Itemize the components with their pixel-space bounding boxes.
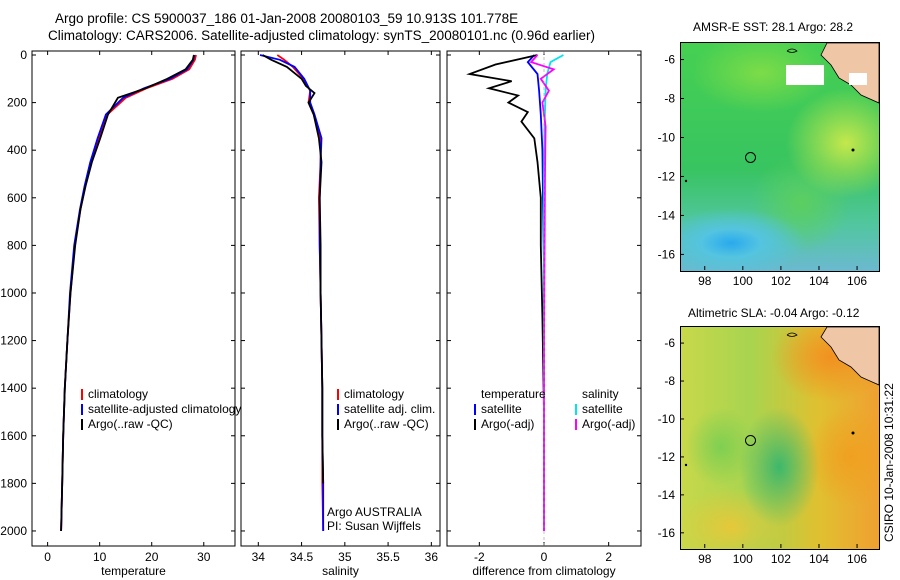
sst-cloud-gap (849, 73, 867, 85)
depth-tick-label: 1200 (0, 334, 27, 348)
depth-tick-label: 600 (7, 191, 27, 205)
sla_map-xtick-label: 106 (847, 552, 867, 566)
sst-island (684, 179, 688, 183)
sst-coast-detail (786, 48, 798, 53)
temperature-xtick-label: 30 (197, 550, 211, 564)
salinity-xtick-label: 34.5 (290, 550, 314, 564)
depth-tick-label: 400 (7, 143, 27, 157)
sst_map-xtick-label: 100 (733, 274, 753, 288)
temperature-axes-frame (31, 50, 236, 547)
salinity-legend-label: satellite adj. clim. (344, 402, 435, 416)
temperature-series-argo-raw-qc- (60, 54, 195, 532)
sst_map-ytick-label: -12 (658, 169, 676, 183)
sla_map-xtick-label: 104 (809, 552, 829, 566)
sla_map-ytick-label: -14 (658, 488, 676, 502)
sla_map-ytick-label: -6 (664, 336, 675, 350)
difference-legend-label: temperature (481, 387, 546, 401)
difference-xtick-label: -2 (474, 550, 485, 564)
salinity-series-satellite-adj-clim- (259, 54, 325, 531)
temperature-legend-label: Argo(..raw -QC) (88, 417, 173, 431)
difference-xtick-label: 2 (605, 550, 612, 564)
difference-legend-label: satellite (582, 402, 623, 416)
depth-tick-label: 1600 (0, 429, 27, 443)
difference-legend-label: salinity (582, 387, 619, 401)
temperature-xtick-label: 20 (145, 550, 159, 564)
sla_map-xtick-label: 98 (698, 552, 712, 566)
temperature-series-climatology (60, 54, 197, 532)
salinity-legend-label: climatology (344, 387, 404, 401)
sst_map-ytick-label: -16 (658, 247, 676, 261)
sla-map[interactable] (680, 326, 880, 550)
sla-argo-location (745, 435, 756, 446)
sla_map-xtick-label: 100 (733, 552, 753, 566)
sla-map-overlay (684, 327, 879, 467)
sla-island (851, 431, 855, 435)
difference-series-temperature-argo-adj- (466, 54, 545, 531)
figure-title-line2: Climatology: CARS2006. Satellite-adjuste… (48, 28, 596, 43)
sla-coast-detail (786, 332, 798, 337)
sla_map-ytick-label: -8 (664, 374, 675, 388)
depth-tick-label: 2000 (0, 524, 27, 538)
temperature-series-satellite-adjusted-climatology (60, 54, 196, 532)
sla_map-ytick-label: -10 (658, 412, 676, 426)
difference-xtick-label: 0 (541, 550, 548, 564)
sla-island (684, 463, 688, 467)
sla-land (820, 327, 879, 386)
salinity-series-argo-raw-qc- (262, 54, 325, 484)
sst-map-overlay (684, 43, 879, 183)
sla_map-ytick-label: -12 (658, 450, 676, 464)
temperature-legend-label: climatology (88, 387, 148, 401)
sla-map-title: Altimetric SLA: -0.04 Argo: -0.12 (688, 306, 860, 320)
sst_map-xtick-label: 106 (847, 274, 867, 288)
difference-series-salinity-argo-adj- (529, 54, 556, 531)
salinity-xtick-label: 35.5 (376, 550, 400, 564)
salinity-xtick-label: 36 (425, 550, 439, 564)
difference-legend-label: satellite (481, 402, 522, 416)
sst_map-xtick-label: 104 (809, 274, 829, 288)
salinity-legend-label: Argo(..raw -QC) (344, 417, 429, 431)
figure-title-line1: Argo profile: CS 5900037_186 01-Jan-2008… (55, 11, 519, 26)
temperature-xlabel: temperature (101, 564, 166, 578)
depth-tick-label: 1400 (0, 381, 27, 395)
depth-tick-label: 200 (7, 96, 27, 110)
salinity-xtick-label: 34 (252, 550, 266, 564)
sst_map-ytick-label: -10 (658, 130, 676, 144)
sst-argo-location (745, 152, 756, 163)
sst_map-ytick-label: -8 (664, 92, 675, 106)
depth-tick-label: 1800 (0, 476, 27, 490)
depth-tick-label: 1000 (0, 286, 27, 300)
sst-map[interactable] (680, 42, 880, 272)
depth-tick-label: 800 (7, 238, 27, 252)
temperature-xtick-label: 0 (44, 550, 51, 564)
temperature-legend-label: satellite-adjusted climatology (88, 402, 241, 416)
difference-legend-label: Argo(-adj) (481, 417, 534, 431)
difference-xlabel: difference from climatology (472, 564, 615, 578)
salinity-annotation: Argo AUSTRALIA (327, 505, 422, 519)
depth-tick-label: 0 (20, 48, 27, 62)
sst_map-xtick-label: 102 (771, 274, 791, 288)
sst_map-ytick-label: -14 (658, 208, 676, 222)
sla_map-xtick-label: 102 (771, 552, 791, 566)
sst-island (851, 148, 855, 152)
difference-series-salinity-satellite (543, 54, 564, 531)
salinity-annotation: PI: Susan Wijffels (327, 519, 421, 533)
temperature-xtick-label: 10 (93, 550, 107, 564)
sst-cloud-gap (786, 65, 824, 85)
sla_map-ytick-label: -16 (658, 526, 676, 540)
salinity-axes-frame (240, 50, 441, 547)
sst-map-title: AMSR-E SST: 28.1 Argo: 28.2 (693, 20, 854, 34)
salinity-xlabel: salinity (322, 564, 359, 578)
sst_map-ytick-label: -6 (664, 53, 675, 67)
sst_map-xtick-label: 98 (698, 274, 712, 288)
difference-legend-label: Argo(-adj) (582, 417, 635, 431)
salinity-xtick-label: 35 (338, 550, 352, 564)
